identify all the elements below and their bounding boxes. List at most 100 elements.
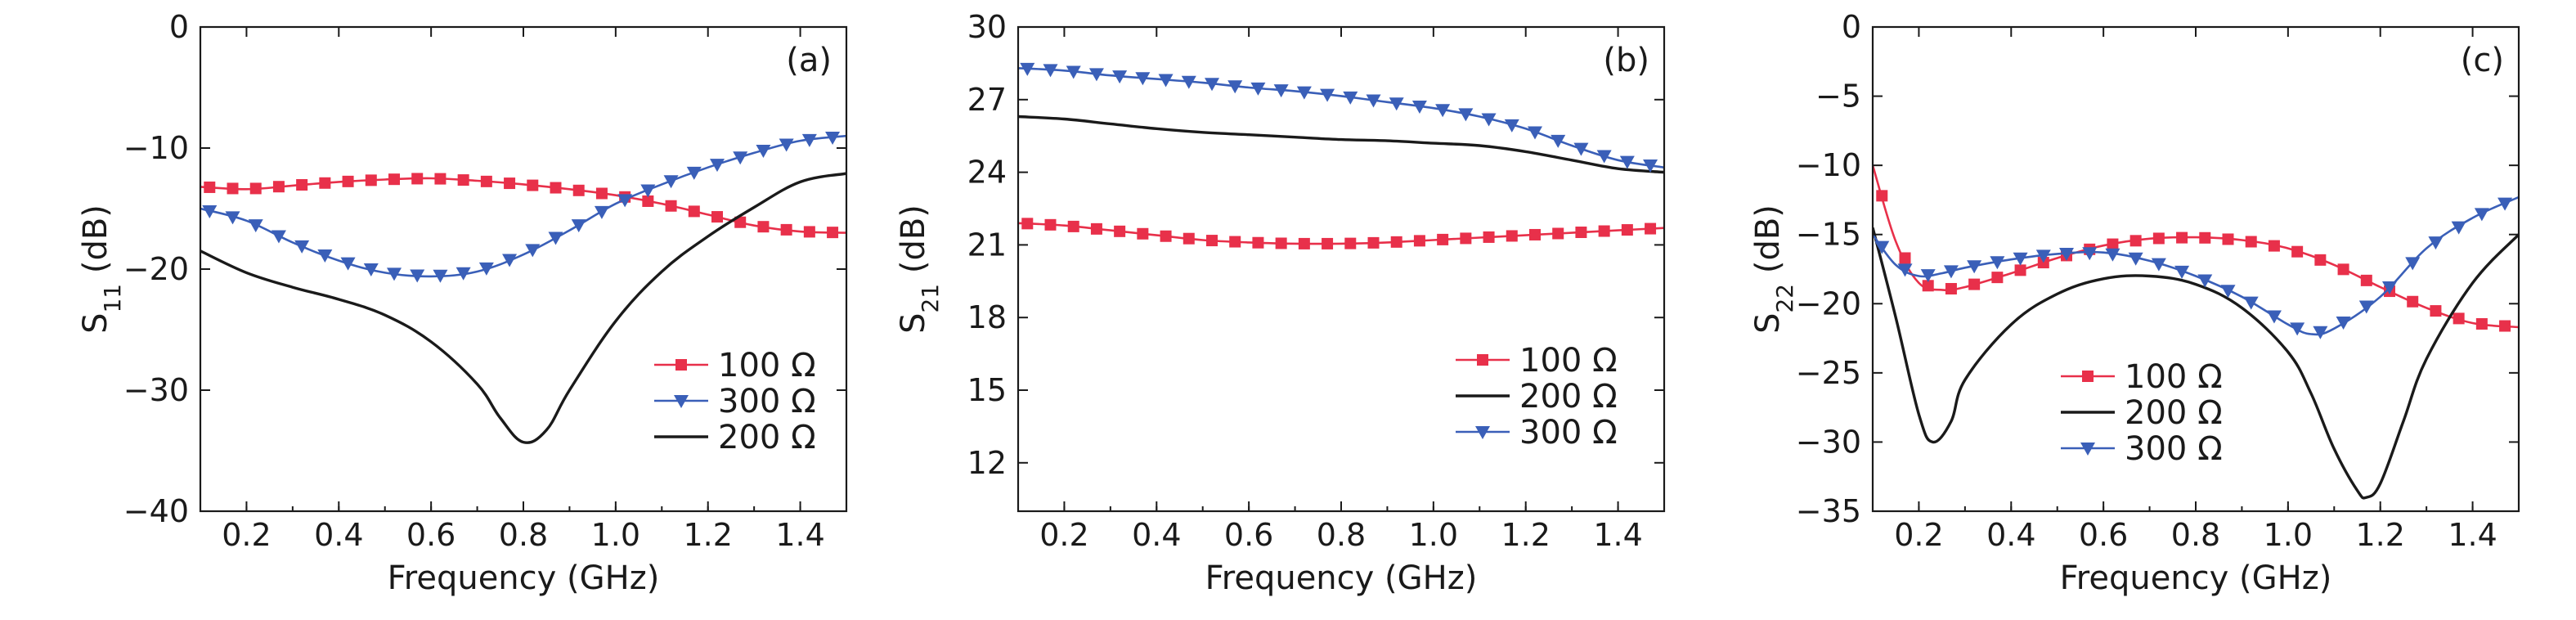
data-point [2128, 252, 2143, 266]
x-axis-title: Frequency (GHz) [1205, 559, 1478, 597]
y-tick-label: 18 [967, 299, 1007, 335]
legend-label: 100 Ω [2125, 358, 2223, 396]
y-tick-label: 30 [967, 9, 1007, 45]
data-point [249, 182, 262, 195]
y-tick-label: −30 [123, 372, 189, 408]
data-point [663, 175, 679, 189]
data-point [642, 195, 654, 207]
x-tick-label: 1.2 [2355, 517, 2404, 553]
data-point [733, 151, 748, 165]
data-point [1621, 224, 1633, 236]
data-point [1528, 126, 1542, 140]
data-point [248, 219, 263, 233]
data-point [2358, 300, 2374, 314]
data-point [410, 269, 425, 283]
data-point [1551, 134, 1566, 148]
data-point [1021, 218, 1034, 230]
data-point [1020, 62, 1035, 76]
data-point [1158, 74, 1174, 88]
data-point [502, 254, 518, 267]
data-point [617, 194, 633, 208]
data-point [2497, 197, 2513, 211]
data-point [478, 262, 494, 276]
data-point [272, 181, 285, 193]
data-point [1596, 150, 1612, 164]
panel-label: (c) [2461, 42, 2504, 79]
data-point [2014, 264, 2026, 276]
data-point [1899, 252, 1911, 264]
series-line [1873, 227, 2519, 500]
data-point [1619, 155, 1635, 169]
panel-label: (b) [1603, 42, 1649, 79]
data-point [480, 175, 492, 187]
data-point [2220, 285, 2236, 299]
series-line [1873, 164, 2519, 329]
legend-label: 200 Ω [718, 419, 816, 456]
data-point [1390, 236, 1402, 248]
legend-marker [674, 395, 689, 408]
series-line [200, 172, 846, 444]
data-point [779, 138, 794, 152]
data-point [433, 269, 448, 283]
data-point [1181, 75, 1196, 89]
data-point [204, 181, 216, 193]
data-point [780, 223, 792, 236]
data-point [2243, 296, 2259, 310]
x-tick-label: 1.0 [2264, 517, 2313, 553]
data-point [1067, 220, 1079, 232]
panel-label: (a) [786, 42, 832, 79]
y-tick-label: −5 [1815, 79, 1861, 115]
y-tick-label: 15 [967, 372, 1007, 408]
data-point [1643, 159, 1658, 173]
data-point [2199, 231, 2211, 244]
x-tick-label: 0.8 [499, 517, 548, 553]
data-point [317, 249, 333, 263]
data-point [2176, 231, 2188, 244]
legend-marker [2080, 443, 2095, 456]
data-point [2266, 310, 2282, 324]
data-point [2105, 248, 2120, 262]
data-point [319, 177, 331, 189]
data-point [2245, 236, 2257, 248]
data-point [1483, 231, 1495, 243]
series-line [200, 134, 846, 278]
data-point [1298, 237, 1310, 249]
data-point [1920, 269, 1936, 283]
data-point [342, 175, 354, 187]
x-tick-label: 0.2 [1039, 517, 1088, 553]
data-point [202, 204, 218, 218]
y-tick-label: 21 [967, 227, 1007, 263]
data-point [225, 211, 240, 225]
x-tick-label: 0.2 [1894, 517, 1943, 553]
data-point [801, 133, 817, 147]
data-point [504, 177, 516, 190]
data-point [2013, 252, 2028, 266]
legend-label: 100 Ω [718, 347, 816, 384]
data-point [1645, 222, 1657, 235]
data-point [1413, 235, 1425, 247]
data-point [1296, 86, 1312, 100]
data-point [1088, 68, 1104, 82]
x-tick-label: 0.4 [314, 517, 363, 553]
data-point [1206, 235, 1218, 247]
data-point [1991, 272, 2004, 284]
data-point [1922, 280, 1934, 292]
y-tick-label: −40 [123, 493, 189, 529]
x-tick-label: 1.4 [2448, 517, 2497, 553]
legend-marker [2082, 371, 2094, 382]
data-point [363, 263, 379, 276]
x-tick-label: 0.8 [1317, 517, 1366, 553]
legend-marker [675, 359, 687, 371]
plot-area [1873, 164, 2519, 500]
data-point [365, 174, 377, 186]
data-point [2405, 257, 2421, 271]
data-point [387, 267, 402, 281]
data-point [2107, 238, 2119, 250]
data-point [1344, 237, 1357, 249]
data-point [2129, 235, 2142, 247]
data-point [2035, 249, 2051, 263]
data-point [594, 205, 609, 219]
data-point [665, 200, 677, 212]
legend-label: 200 Ω [1519, 378, 1618, 416]
data-point [2268, 240, 2280, 252]
